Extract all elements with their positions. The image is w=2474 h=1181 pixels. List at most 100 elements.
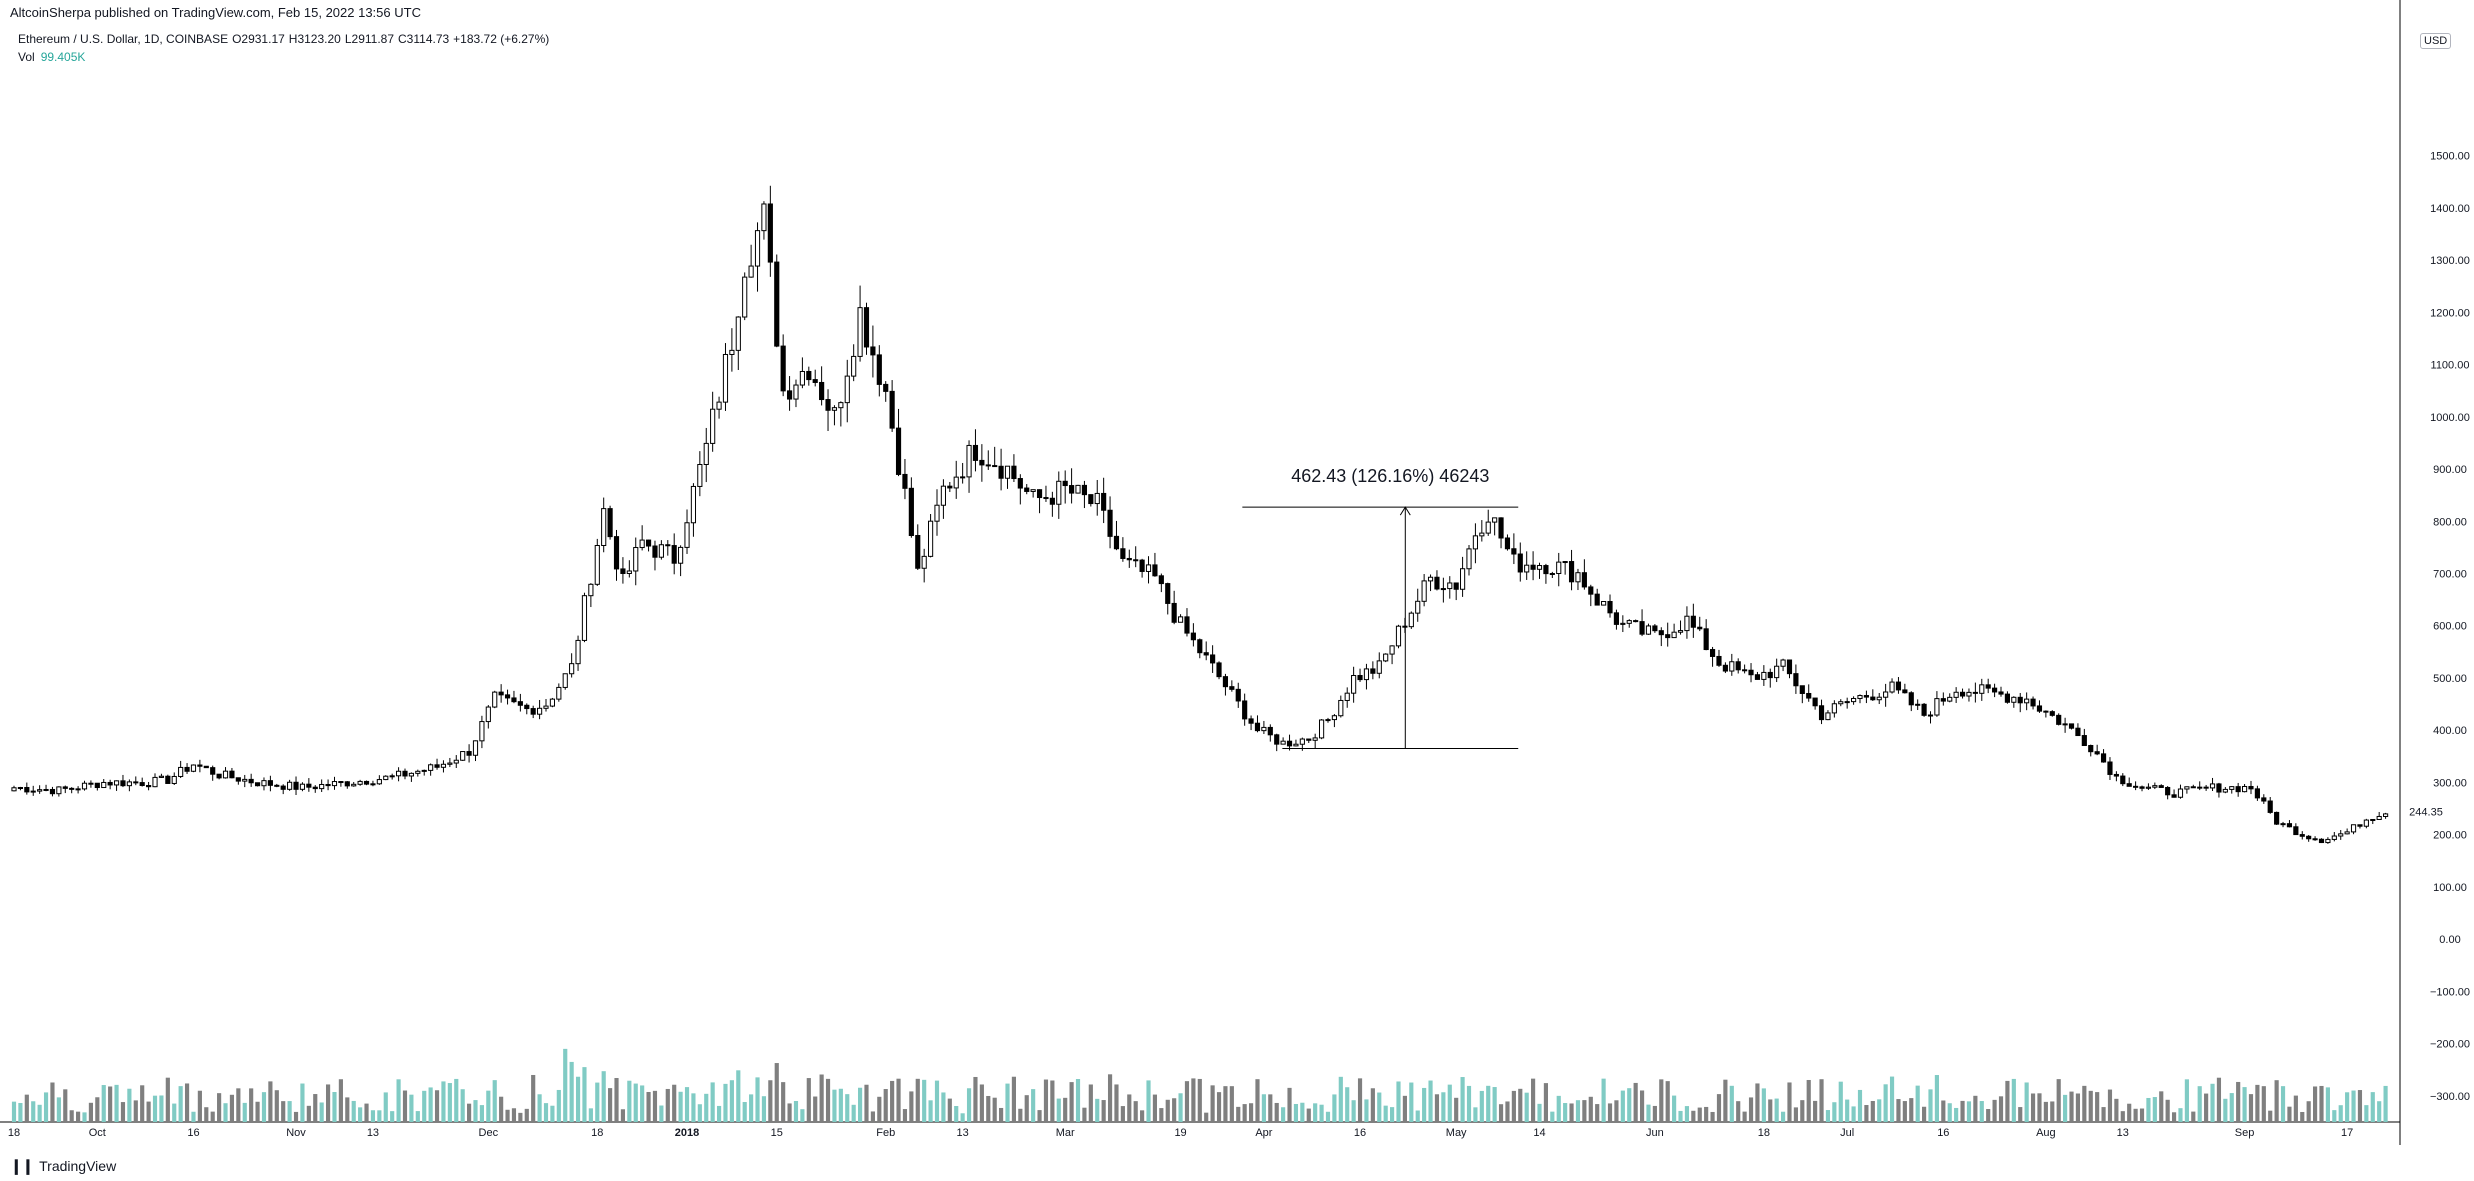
symbol-name: Ethereum / U.S. Dollar, 1D, COINBASE xyxy=(18,32,229,46)
candle-body xyxy=(1645,625,1652,635)
volume-bar xyxy=(781,1082,786,1122)
candle-body xyxy=(639,539,645,549)
candle-body xyxy=(678,546,684,564)
candle-body xyxy=(1818,705,1825,721)
candle-body xyxy=(1299,738,1305,745)
candle-body xyxy=(11,787,17,792)
x-tick-label: Dec xyxy=(479,1127,499,1139)
volume-bar xyxy=(947,1098,952,1122)
x-tick-label: 18 xyxy=(1758,1127,1770,1139)
volume-bar xyxy=(2345,1092,2350,1122)
volume-bar xyxy=(2050,1101,2055,1122)
candle-body xyxy=(716,401,722,410)
candle-body xyxy=(2222,788,2228,793)
volume-bar xyxy=(383,1092,388,1122)
volume-bar xyxy=(678,1091,683,1122)
volume-bar xyxy=(511,1108,517,1122)
candle-body xyxy=(1318,719,1325,739)
volume-bar xyxy=(1595,1104,1600,1122)
candle-body xyxy=(966,444,972,478)
candle-body xyxy=(575,639,581,665)
x-tick-label: 2018 xyxy=(675,1127,699,1139)
volume-bar xyxy=(819,1074,824,1122)
candle-body xyxy=(222,770,229,779)
candle-body xyxy=(1511,548,1517,555)
volume-bar xyxy=(729,1080,734,1122)
candle-body xyxy=(1415,600,1421,614)
volume-bar xyxy=(37,1104,42,1122)
volume-bar xyxy=(358,1107,363,1122)
candle-body xyxy=(511,697,517,703)
volume-bar xyxy=(1114,1084,1119,1122)
candle-body xyxy=(1633,620,1639,623)
volume-bar xyxy=(2197,1086,2202,1122)
volume-bar xyxy=(1325,1111,1331,1122)
volume-bar xyxy=(2171,1112,2177,1122)
volume-bar xyxy=(870,1111,875,1122)
volume-bar xyxy=(979,1084,984,1122)
volume-bar xyxy=(1563,1103,1568,1122)
volume-bar xyxy=(300,1083,305,1122)
volume-bar xyxy=(1159,1108,1164,1122)
candle-body xyxy=(1780,659,1786,667)
candle-body xyxy=(1524,564,1530,573)
volume-bar xyxy=(966,1088,972,1122)
x-tick-label: 18 xyxy=(8,1127,20,1139)
volume-bar xyxy=(1274,1102,1279,1122)
candle-body xyxy=(1203,652,1209,656)
candle-body xyxy=(1126,557,1132,561)
candle-body xyxy=(338,781,344,784)
volume-bar xyxy=(1261,1094,1266,1122)
volume-bar xyxy=(1813,1100,1818,1122)
volume-bar xyxy=(114,1084,119,1122)
volume-bar xyxy=(1877,1099,1882,1122)
candle-body xyxy=(2126,783,2132,787)
volume-bar xyxy=(1486,1085,1491,1122)
volume-bar xyxy=(1390,1107,1395,1122)
candle-body xyxy=(62,786,68,789)
candle-body xyxy=(2075,727,2081,737)
volume-bar xyxy=(1454,1097,1459,1122)
candle-body xyxy=(1139,559,1145,572)
candle-body xyxy=(113,780,120,786)
candle-body xyxy=(1870,696,1876,701)
candle-body xyxy=(1235,688,1241,702)
volume-bar xyxy=(845,1094,850,1122)
volume-bar xyxy=(1319,1104,1324,1122)
candle-body xyxy=(2190,786,2196,789)
volume-bar xyxy=(2127,1103,2132,1122)
volume-bar xyxy=(1409,1082,1414,1122)
candle-body xyxy=(139,782,145,786)
candle-body xyxy=(1786,659,1793,675)
volume-bar xyxy=(428,1087,433,1122)
candle-body xyxy=(1825,712,1831,721)
candle-body xyxy=(312,786,318,790)
candle-body xyxy=(1351,675,1357,694)
candle-body xyxy=(889,390,895,429)
volume-bar xyxy=(2357,1090,2363,1122)
volume-bar xyxy=(2024,1082,2029,1122)
currency-badge[interactable]: USD xyxy=(2420,33,2452,49)
volume-bar xyxy=(1107,1074,1113,1122)
volume-bar xyxy=(614,1078,619,1122)
candle-body xyxy=(2152,785,2158,788)
volume-bar xyxy=(543,1103,549,1122)
candle-body xyxy=(1485,521,1491,534)
candle-body xyxy=(1440,588,1446,591)
candle-body xyxy=(1145,564,1152,572)
volume-bar xyxy=(2280,1086,2286,1122)
volume-bar xyxy=(82,1112,87,1122)
candle-body xyxy=(2254,788,2260,799)
volume-bar xyxy=(1351,1100,1356,1122)
candle-body xyxy=(1915,703,1921,706)
volume-bar xyxy=(319,1102,324,1122)
volume-bar xyxy=(2210,1083,2215,1122)
candle-body xyxy=(254,782,261,787)
candle-body xyxy=(1004,465,1011,479)
candle-body xyxy=(1665,634,1671,639)
candle-body xyxy=(434,764,440,768)
volume-bar xyxy=(473,1100,478,1122)
volume-bar xyxy=(2236,1081,2241,1122)
volume-bar xyxy=(2101,1107,2106,1122)
